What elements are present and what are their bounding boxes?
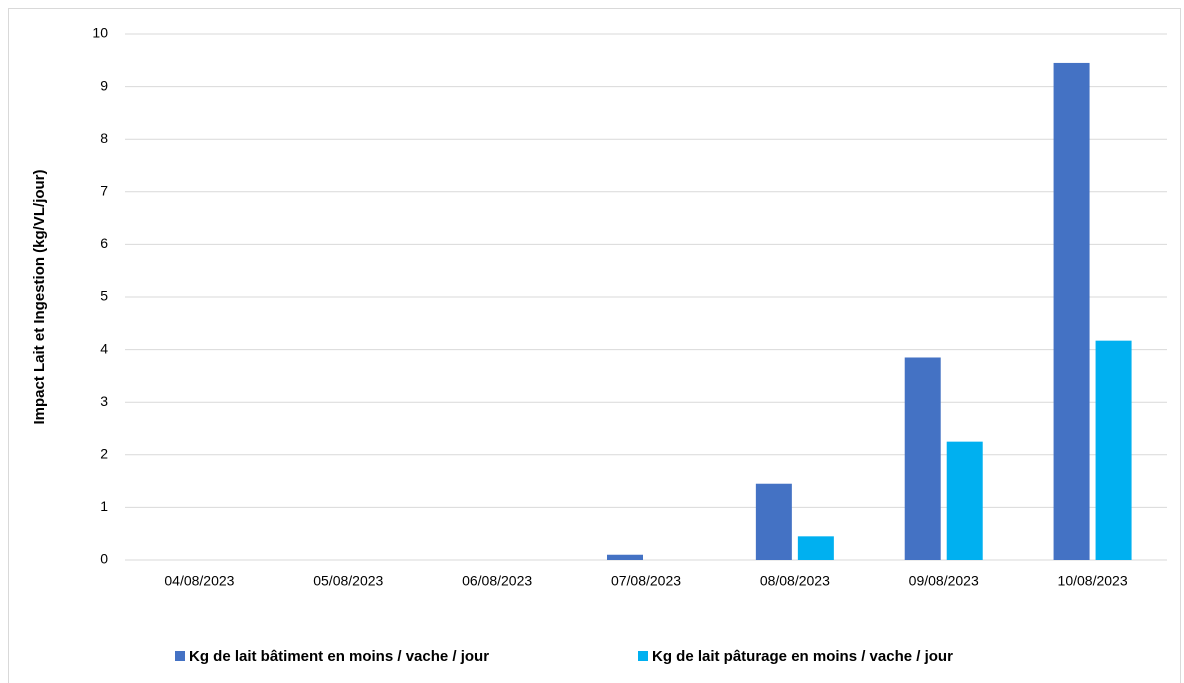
x-tick-label: 10/08/2023: [1058, 573, 1128, 589]
bar: [1053, 62, 1090, 561]
y-tick-label: 7: [100, 183, 108, 199]
x-tick-label: 09/08/2023: [909, 573, 979, 589]
y-axis-label: Impact Lait et Ingestion (kg/VL/jour): [31, 169, 48, 424]
y-tick-label: 10: [92, 25, 108, 41]
y-tick-label: 9: [100, 77, 108, 93]
x-tick-label: 04/08/2023: [164, 573, 234, 589]
legend-swatch: [638, 651, 648, 661]
bar: [755, 483, 792, 560]
bar: [607, 554, 643, 560]
bar: [1095, 340, 1132, 560]
y-tick-label: 4: [100, 340, 108, 356]
y-tick-label: 5: [100, 288, 108, 304]
y-tick-label: 6: [100, 235, 108, 251]
x-tick-label: 05/08/2023: [313, 573, 383, 589]
x-tick-label: 06/08/2023: [462, 573, 532, 589]
bar: [904, 357, 941, 560]
y-tick-label: 1: [100, 498, 108, 514]
legend-label: Kg de lait bâtiment en moins / vache / j…: [189, 648, 489, 665]
legend-label: Kg de lait pâturage en moins / vache / j…: [652, 648, 953, 665]
chart-frame: [8, 8, 1181, 683]
bar: [946, 441, 983, 560]
legend-swatch: [175, 651, 185, 661]
y-tick-label: 0: [100, 551, 108, 567]
y-tick-label: 3: [100, 393, 108, 409]
y-tick-label: 8: [100, 130, 108, 146]
bar: [797, 536, 834, 560]
y-tick-label: 2: [100, 446, 108, 462]
x-tick-label: 07/08/2023: [611, 573, 681, 589]
x-tick-label: 08/08/2023: [760, 573, 830, 589]
